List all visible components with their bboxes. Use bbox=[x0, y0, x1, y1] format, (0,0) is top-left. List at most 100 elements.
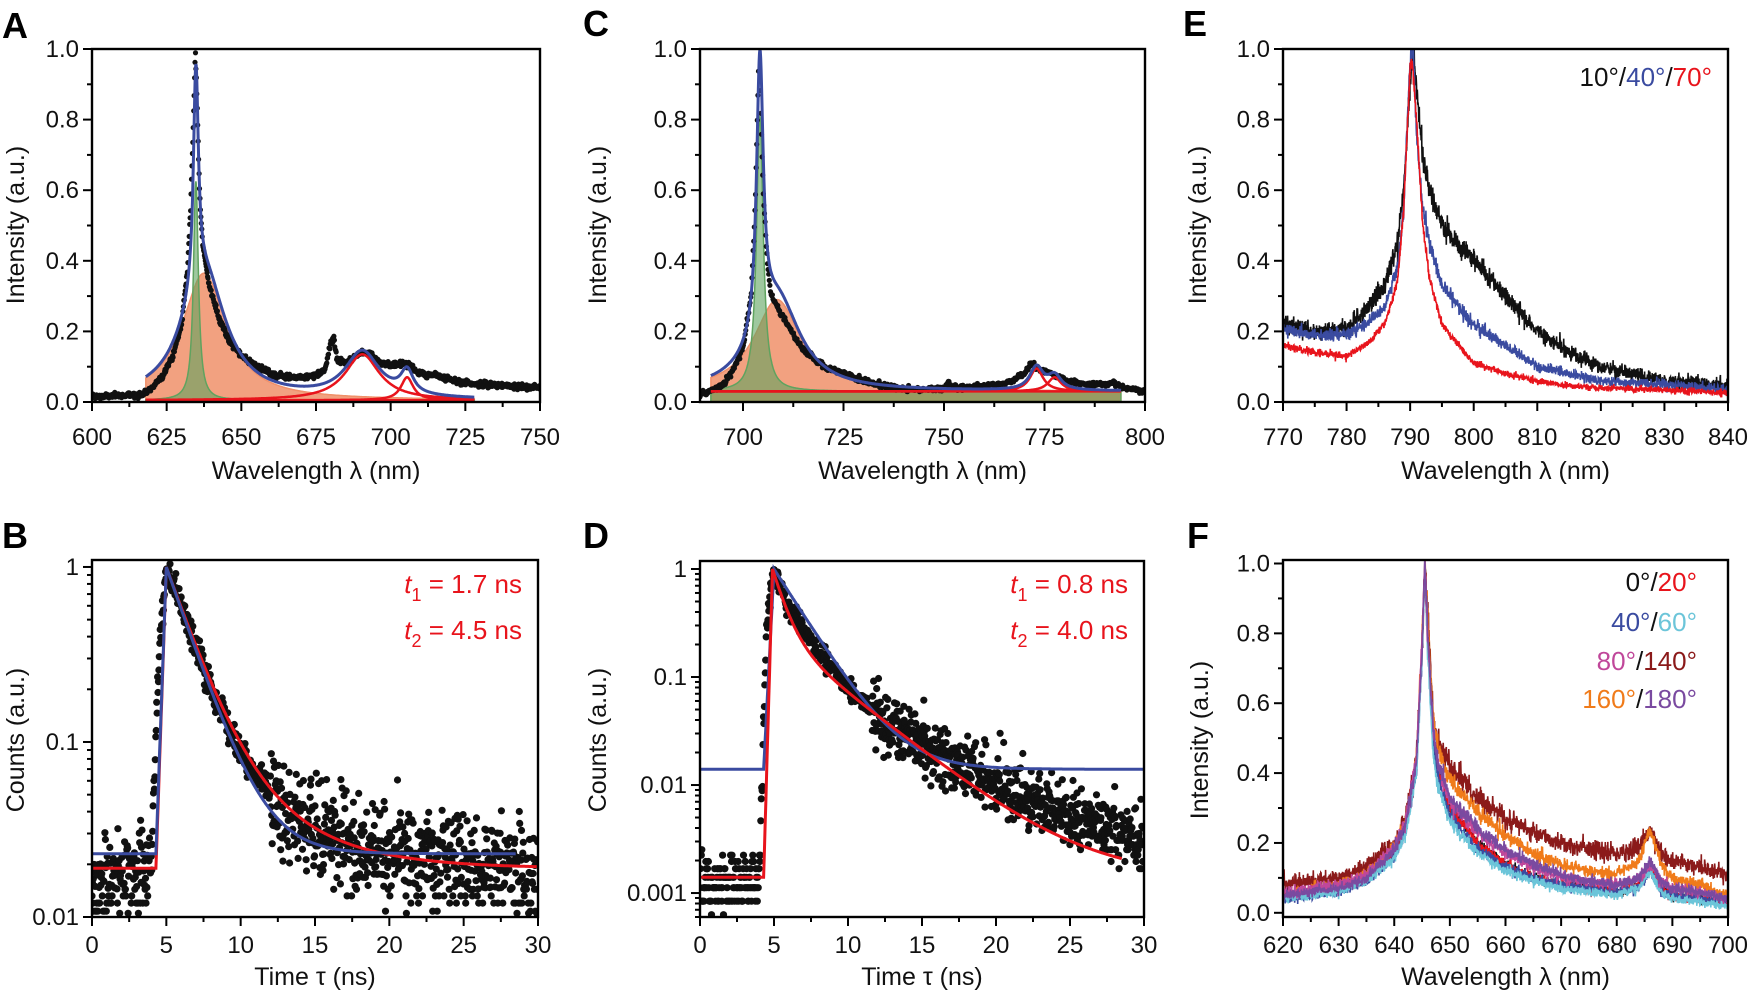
plot-area bbox=[700, 49, 1145, 402]
data-point bbox=[101, 829, 109, 837]
data-point bbox=[497, 807, 505, 815]
panel-letter-A: A bbox=[2, 5, 28, 46]
data-point bbox=[704, 857, 713, 866]
data-point bbox=[728, 374, 734, 380]
data-point bbox=[128, 892, 136, 900]
y-axis-title: Intensity (a.u.) bbox=[1184, 146, 1212, 304]
data-point bbox=[151, 773, 159, 781]
data-point bbox=[257, 761, 266, 769]
data-point bbox=[1019, 749, 1027, 758]
data-point bbox=[372, 863, 380, 871]
data-point bbox=[1025, 821, 1033, 830]
data-point bbox=[876, 698, 884, 706]
annotation-symbol: t bbox=[404, 615, 413, 645]
data-point bbox=[214, 308, 220, 314]
x-tick-label: 750 bbox=[520, 424, 560, 451]
data-point bbox=[508, 884, 516, 892]
data-point bbox=[436, 878, 444, 886]
data-point bbox=[269, 757, 278, 765]
data-point bbox=[370, 821, 378, 830]
data-point bbox=[322, 813, 330, 822]
x-tick-label: 10 bbox=[227, 932, 254, 959]
data-point bbox=[1132, 804, 1140, 812]
data-point bbox=[352, 885, 361, 893]
x-tick-label: 625 bbox=[147, 424, 187, 451]
data-point bbox=[425, 853, 433, 861]
data-point bbox=[944, 729, 952, 738]
lifetime-annotation: t2 = 4.5 ns bbox=[404, 615, 522, 651]
x-tick-label: 680 bbox=[1597, 932, 1637, 959]
data-point bbox=[472, 814, 481, 822]
x-axis-title: Wavelength λ (nm) bbox=[818, 457, 1027, 485]
data-point bbox=[94, 907, 102, 915]
data-point bbox=[313, 815, 321, 823]
annotation-symbol: t bbox=[404, 569, 413, 599]
data-point bbox=[1105, 821, 1113, 830]
data-point bbox=[302, 867, 311, 875]
data-point bbox=[905, 705, 913, 713]
data-point bbox=[505, 866, 513, 874]
fit-line-biexponential bbox=[700, 568, 1123, 879]
data-point bbox=[433, 907, 441, 915]
data-point bbox=[360, 828, 368, 836]
data-point bbox=[145, 834, 154, 842]
x-tick-label: 20 bbox=[376, 932, 403, 959]
data-point bbox=[109, 854, 117, 863]
data-point bbox=[456, 838, 464, 846]
data-point bbox=[437, 869, 445, 877]
legend: 10°/40°/70° bbox=[1580, 62, 1712, 92]
data-point bbox=[1132, 857, 1140, 866]
data-point bbox=[153, 698, 161, 706]
data-point bbox=[766, 277, 772, 283]
x-tick-label: 650 bbox=[1430, 932, 1470, 959]
y-tick-label: 0.4 bbox=[654, 248, 687, 275]
data-point bbox=[438, 806, 446, 814]
y-tick-label: 1.0 bbox=[654, 36, 687, 63]
x-tick-label: 690 bbox=[1652, 932, 1692, 959]
data-point bbox=[1138, 841, 1144, 849]
fit-component-line bbox=[145, 376, 475, 402]
data-point bbox=[529, 869, 537, 878]
data-point bbox=[443, 873, 452, 881]
data-point bbox=[462, 899, 470, 907]
data-point bbox=[368, 800, 377, 808]
x-tick-label: 700 bbox=[1708, 932, 1748, 959]
x-axis-title: Wavelength λ (nm) bbox=[1401, 963, 1610, 991]
data-point bbox=[754, 884, 762, 892]
data-point bbox=[208, 287, 214, 293]
data-point bbox=[121, 885, 129, 893]
data-point bbox=[1009, 816, 1018, 824]
lifetime-annotation: t2 = 4.0 ns bbox=[1010, 615, 1128, 651]
legend-entry: 40° bbox=[1611, 607, 1650, 637]
series-line-0 bbox=[1283, 49, 1728, 395]
data-point bbox=[414, 899, 423, 907]
data-point bbox=[181, 602, 189, 610]
legend-row: 160°/180° bbox=[1582, 684, 1697, 714]
y-tick-label: 0.0 bbox=[654, 389, 687, 416]
x-tick-label: 770 bbox=[1263, 424, 1303, 451]
legend-entry: 60° bbox=[1658, 607, 1697, 637]
y-tick-label: 1 bbox=[66, 554, 79, 581]
panel-letter-C: C bbox=[583, 3, 609, 44]
data-point bbox=[941, 787, 950, 795]
data-point bbox=[755, 865, 763, 873]
data-point bbox=[360, 821, 368, 829]
data-point bbox=[345, 856, 353, 864]
data-point bbox=[280, 762, 288, 770]
data-point bbox=[142, 899, 150, 907]
data-point bbox=[734, 857, 742, 866]
data-point bbox=[1106, 827, 1114, 835]
legend-entry: 160° bbox=[1582, 684, 1636, 714]
y-tick-label: 0.8 bbox=[1237, 620, 1270, 647]
data-point bbox=[927, 782, 935, 790]
data-point bbox=[762, 633, 770, 641]
data-point bbox=[769, 292, 776, 298]
data-point bbox=[205, 275, 211, 281]
data-point bbox=[1039, 794, 1047, 802]
data-point bbox=[492, 876, 501, 884]
data-point bbox=[449, 892, 457, 900]
data-point bbox=[468, 839, 476, 847]
data-point bbox=[364, 869, 372, 877]
data-point bbox=[320, 820, 328, 828]
data-point bbox=[195, 637, 204, 645]
